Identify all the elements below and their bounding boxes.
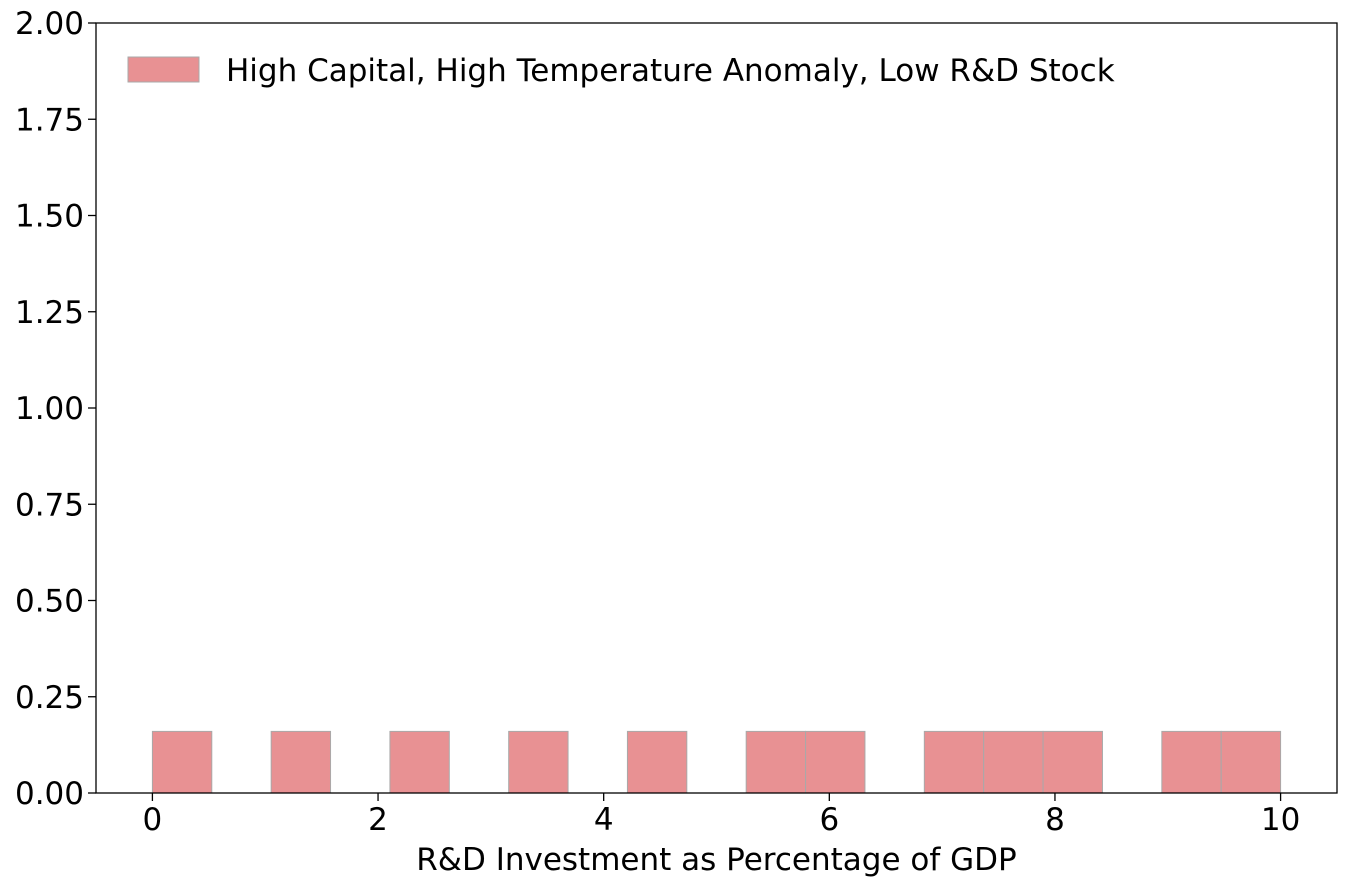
histogram-bar-2 [389,730,450,794]
legend-entry-label: High Capital, High Temperature Anomaly, … [226,53,1115,89]
y-tick-label: 0.75 [15,487,84,523]
histogram-bar-5 [745,730,807,794]
histogram-bar-7 [923,730,985,794]
y-tick-label: 1.75 [15,102,84,138]
histogram-bar-4 [626,730,688,794]
histogram-bar-9 [1042,730,1103,794]
histogram-bar-0 [151,730,213,794]
y-tick-label: 1.25 [15,295,84,331]
x-axis-ticks: 0 2 4 6 8 10 [143,793,1300,838]
y-tick-label: 0.25 [15,680,84,716]
y-tick-label: 2.00 [15,6,84,42]
plot-frame [95,22,1338,794]
y-tick-label: 1.00 [15,391,84,427]
histogram-bar-6 [805,730,866,794]
x-tick-label: 10 [1261,802,1300,838]
histogram-bar-3 [508,730,569,794]
histogram-bar-1 [270,730,332,794]
x-tick-label: 4 [594,802,614,838]
legend: High Capital, High Temperature Anomaly, … [127,53,1115,89]
x-tick-label: 6 [819,802,839,838]
histogram-bar-10 [1161,730,1222,794]
x-tick-label: 0 [143,802,163,838]
histogram-bar-8 [983,730,1044,794]
y-tick-label: 0.00 [15,776,84,812]
x-tick-label: 8 [1045,802,1065,838]
y-tick-label: 1.50 [15,199,84,235]
x-tick-label: 2 [368,802,388,838]
y-axis-ticks: 0.00 0.25 0.50 0.75 1.00 1.25 1.50 1.75 2.00 [15,6,96,812]
x-axis-label: R&D Investment as Percentage of GDP [416,842,1016,878]
legend-swatch [127,56,200,83]
y-tick-label: 0.50 [15,584,84,620]
histogram-bar-11 [1220,730,1282,794]
bars-group [151,730,1282,794]
